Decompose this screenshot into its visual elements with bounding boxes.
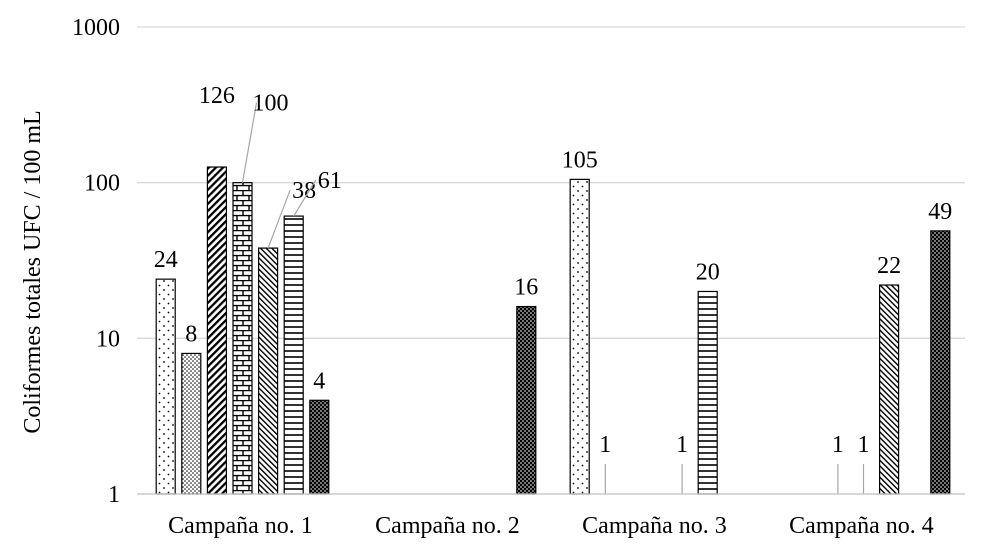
bar bbox=[930, 230, 951, 495]
data-label: 1 bbox=[599, 432, 611, 458]
bar bbox=[155, 278, 176, 495]
data-label-leader bbox=[293, 179, 317, 217]
bar bbox=[232, 182, 253, 495]
bars bbox=[155, 166, 951, 495]
y-tick-label: 100 bbox=[84, 171, 120, 197]
data-label-leader bbox=[241, 102, 258, 183]
x-category-label: Campaña no. 1 bbox=[168, 513, 313, 539]
data-label: 105 bbox=[562, 147, 598, 173]
x-category-label: Campaña no. 4 bbox=[789, 513, 934, 539]
data-label: 20 bbox=[696, 259, 720, 285]
bar bbox=[258, 247, 279, 495]
data-label-leader bbox=[267, 189, 291, 249]
data-label: 24 bbox=[154, 247, 178, 273]
x-category-label: Campaña no. 2 bbox=[375, 513, 520, 539]
y-tick-label: 1000 bbox=[72, 15, 120, 41]
bar bbox=[516, 305, 537, 495]
data-label: 16 bbox=[514, 275, 538, 301]
x-category-label: Campaña no. 3 bbox=[582, 513, 727, 539]
data-label: 4 bbox=[313, 368, 325, 394]
bar bbox=[283, 215, 304, 495]
y-axis-label: Coliformes totales UFC / 100 mL bbox=[20, 110, 46, 433]
bar bbox=[697, 290, 718, 495]
bar bbox=[309, 399, 330, 495]
data-label: 1 bbox=[832, 432, 844, 458]
bar bbox=[206, 166, 227, 495]
bar bbox=[181, 352, 202, 495]
data-label: 100 bbox=[253, 91, 289, 117]
data-label: 22 bbox=[877, 253, 901, 279]
data-label: 61 bbox=[318, 168, 342, 194]
y-tick-label: 1 bbox=[108, 482, 120, 508]
data-label: 8 bbox=[185, 321, 197, 347]
bar bbox=[878, 284, 900, 495]
bar bbox=[569, 178, 590, 495]
data-label: 1 bbox=[676, 432, 688, 458]
data-label: 1 bbox=[858, 432, 870, 458]
data-label: 126 bbox=[199, 83, 235, 109]
data-label: 49 bbox=[928, 199, 952, 225]
axes: 1 10 100 1000 Campaña no. 1 Campaña no. 2 Camp… bbox=[72, 15, 965, 539]
y-tick-label: 10 bbox=[96, 326, 120, 352]
